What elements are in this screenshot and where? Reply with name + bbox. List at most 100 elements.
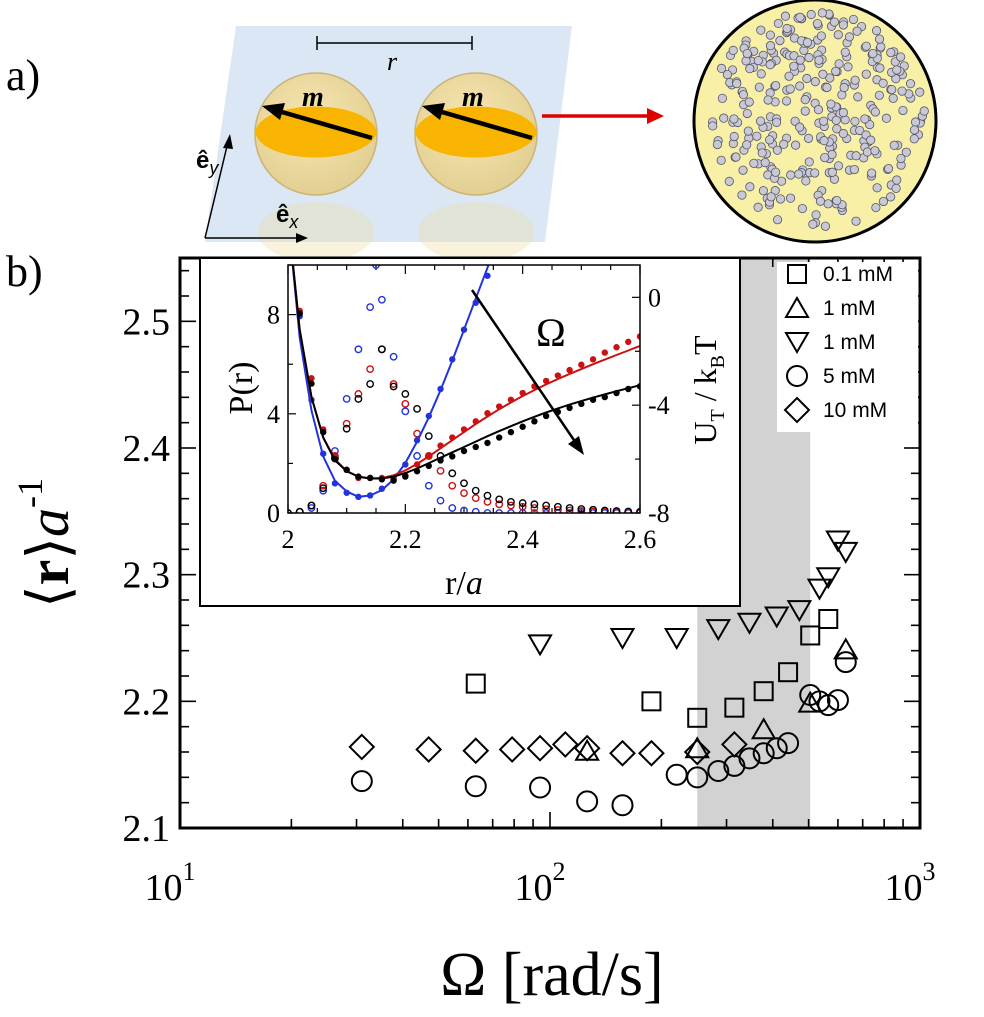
- data-point-triangle-down: [825, 530, 851, 553]
- inset-probability-point-black: [577, 505, 586, 513]
- inset-probability-point-black: [530, 500, 539, 509]
- moment-arrowhead-left: [262, 103, 285, 120]
- data-point-triangle-down: [527, 634, 553, 657]
- inset-probability-point-black: [518, 499, 527, 507]
- inset-potential-point-red: [413, 461, 421, 468]
- data-point-diamond: [415, 736, 443, 763]
- suspension-particle: [862, 147, 872, 157]
- legend-label: 1 mM: [823, 297, 876, 320]
- inset-potential-point-black: [437, 457, 444, 464]
- inset-x-tick-label: 2.2: [389, 525, 422, 554]
- suspension-particle: [756, 69, 766, 79]
- inset-probability-point-black: [471, 486, 480, 495]
- legend-label: 0.1 mM: [823, 263, 893, 286]
- data-point-diamond: [720, 730, 748, 758]
- suspension-particle: [860, 114, 870, 124]
- suspension-particle: [719, 113, 729, 123]
- inset-probability-point-black: [389, 382, 398, 391]
- suspension-particle: [818, 69, 828, 79]
- main-x-axis-label: Ω [rad/s]: [440, 941, 663, 1009]
- inset-probability-point-black: [600, 506, 609, 513]
- suspension-particle: [820, 152, 830, 163]
- suspension-particle: [826, 99, 836, 109]
- moment-arrowhead-right: [422, 103, 445, 120]
- moment-arrow-right: [434, 107, 533, 141]
- inset-x-tick-label: 2.6: [624, 525, 657, 554]
- suspension-particle: [785, 84, 795, 94]
- inset-probability-point-black: [377, 345, 386, 354]
- inset-x-tick-label: 2.4: [506, 525, 539, 554]
- data-point-triangle-up: [797, 690, 823, 713]
- inset-potential-point-blue: [402, 461, 409, 468]
- suspension-particle: [753, 202, 763, 212]
- inset-probability-point-black: [612, 507, 621, 513]
- y-tick-label: 2.1: [123, 808, 171, 850]
- inset-potential-point-red: [308, 375, 315, 382]
- main-data-markers: [348, 530, 859, 817]
- data-point-triangle-down: [763, 606, 790, 629]
- inset-right-tick-label: -4: [648, 391, 670, 420]
- suspension-particle: [775, 36, 785, 46]
- suspension-particle: [872, 183, 882, 193]
- data-point-diamond: [462, 737, 490, 765]
- inset-probability-point-black: [401, 390, 410, 398]
- inset-potential-point-black: [378, 476, 386, 483]
- data-point-square: [818, 609, 839, 629]
- suspension-particle: [838, 107, 848, 118]
- inset-potential-point-red: [554, 372, 562, 379]
- suspension-particle: [779, 139, 789, 149]
- ex-axis-arrowhead: [296, 233, 308, 243]
- suspension-particle: [915, 87, 925, 97]
- suspension-particle: [742, 108, 752, 119]
- suspension-particle: [838, 20, 848, 30]
- moment-label-left: m: [302, 82, 324, 113]
- data-point-diamond: [638, 739, 665, 767]
- inset-potential-point-black: [566, 404, 573, 412]
- inset-potential-point-blue: [320, 450, 327, 457]
- inset-potential-point-red: [460, 426, 468, 433]
- inset-left-y-axis-label: P(r): [223, 362, 260, 415]
- data-point-triangle-down: [609, 628, 636, 650]
- legend-marker-diamond: [783, 396, 811, 424]
- inset-probability-point-black: [307, 501, 316, 510]
- suspension-particle: [844, 32, 855, 42]
- data-point-triangle-down: [833, 541, 859, 564]
- inset-probability-point-red: [460, 489, 468, 498]
- sphere-reflection-left: [258, 202, 374, 262]
- inset-left-tick-label: 0: [267, 499, 280, 528]
- inset-potential-point-blue: [460, 326, 468, 333]
- inset-probability-point-red: [448, 481, 457, 490]
- suspension-particle: [753, 55, 763, 66]
- suspension-particle: [874, 90, 884, 100]
- inset-potential-point-red: [496, 403, 503, 410]
- suspension-particle: [760, 157, 770, 168]
- inset-probability-point-blue: [372, 265, 380, 269]
- inset-potential-point-blue: [355, 493, 362, 501]
- inset-x-tick-label: 2: [282, 525, 295, 554]
- inset-probability-point-black: [295, 507, 304, 513]
- suspension-particle: [834, 59, 844, 69]
- inset-right-y-axis-label: UT / kBT: [687, 335, 729, 445]
- legend-marker-triangle-down: [784, 332, 810, 354]
- suspension-particle: [772, 117, 782, 127]
- inset-probability-point-black: [448, 469, 457, 478]
- inset-probability-point-blue: [366, 303, 375, 312]
- data-point-square: [778, 662, 799, 683]
- inset-tick-labels: 2 2.2 2.4 2.6 0 4 8 -8 -4 0: [267, 283, 670, 554]
- data-point-circle: [350, 770, 373, 793]
- data-point-diamond: [609, 739, 636, 767]
- inset-potential-point-red: [601, 349, 608, 356]
- suspension-particle: [812, 18, 823, 29]
- inset-potential-point-black: [331, 455, 339, 463]
- inset-potential-point-red: [449, 434, 456, 441]
- inset-probability-point-black: [565, 504, 574, 512]
- inset-potential-point-black: [402, 473, 409, 480]
- inset-potential-point-black: [625, 385, 632, 393]
- suspension-particle: [716, 155, 726, 165]
- suspension-particle: [795, 122, 805, 132]
- inset-probability-point-blue: [342, 395, 351, 403]
- suspension-particle: [789, 61, 799, 71]
- y-tick-label: 2.2: [123, 681, 171, 723]
- inset-potential-point-red: [613, 344, 620, 351]
